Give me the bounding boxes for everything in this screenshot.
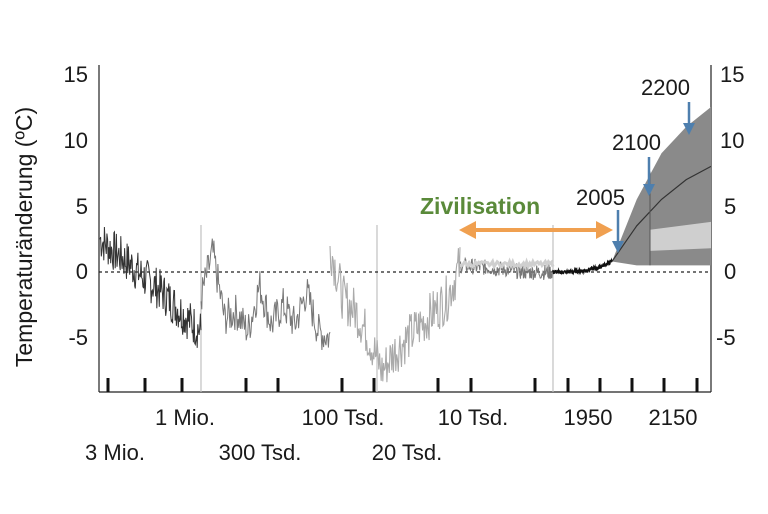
xtick-10tsd: 10 Tsd. (438, 405, 509, 430)
x-tick-marks (106, 378, 699, 392)
xtick-3mio: 3 Mio. (85, 440, 145, 465)
label-2100: 2100 (612, 130, 661, 155)
xtick-2150: 2150 (649, 405, 698, 430)
arrow-2100-head (643, 184, 655, 196)
arrow-2200 (683, 102, 695, 135)
xtick-20tsd: 20 Tsd. (372, 440, 443, 465)
civilization-label: Zivilisation (420, 193, 540, 219)
ytick-left-10: 10 (64, 128, 88, 153)
xtick-300tsd: 300 Tsd. (219, 440, 302, 465)
civilization-arrowhead-right (596, 221, 613, 239)
series-lines (99, 226, 613, 383)
series-line (99, 226, 202, 348)
label-2005: 2005 (576, 185, 625, 210)
xtick-1950: 1950 (564, 405, 613, 430)
xtick-100tsd: 100 Tsd. (302, 405, 385, 430)
arrow-2005-head (612, 241, 624, 253)
arrow-2100 (643, 157, 655, 196)
series-line (329, 245, 461, 383)
ytick-right-5: 5 (724, 194, 736, 219)
projection-inner-band (650, 221, 711, 251)
civilization-arrowhead-left (459, 221, 476, 239)
projection-median-line (611, 165, 712, 262)
series-line (552, 257, 613, 276)
ytick-left-15: 15 (64, 62, 88, 87)
label-2200: 2200 (641, 75, 690, 100)
ytick-left-minus5: -5 (68, 325, 88, 350)
arrow-2200-head (683, 123, 695, 135)
ytick-right-0: 0 (724, 259, 736, 284)
ytick-right-minus5: -5 (716, 325, 736, 350)
holocene-band (460, 257, 555, 271)
ytick-left-0: 0 (76, 259, 88, 284)
arrow-2005 (612, 210, 624, 253)
ytick-left-5: 5 (76, 194, 88, 219)
ytick-right-10: 10 (720, 128, 744, 153)
xtick-1mio: 1 Mio. (155, 405, 215, 430)
series-line (200, 238, 331, 351)
ytick-right-15: 15 (720, 62, 744, 87)
y-axis-label: Temperaturänderung (ºC) (11, 107, 37, 367)
civilization-arrow (459, 221, 613, 239)
projection-bands (611, 107, 712, 266)
